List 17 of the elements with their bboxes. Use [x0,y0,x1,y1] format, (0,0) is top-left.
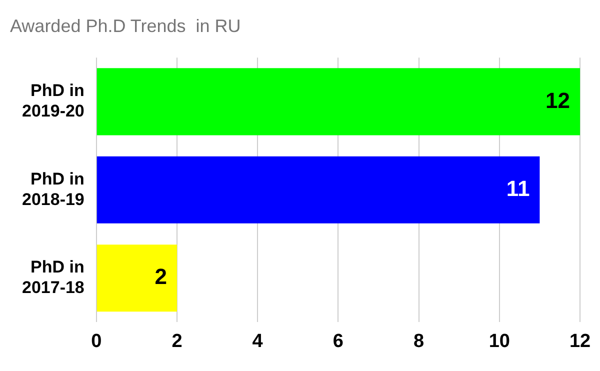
data-label: 12 [546,88,570,113]
data-label: 11 [506,176,530,201]
chart-title: Awarded Ph.D Trends in RU [10,16,241,36]
y-tick-label: PhD in 2018-19 [22,169,84,209]
x-tick-label: 4 [252,330,264,352]
bar [96,156,540,224]
bar [96,68,580,136]
y-tick-label: PhD in 2017-18 [22,258,84,297]
data-label: 2 [154,264,167,290]
x-tick-label: 6 [332,330,344,352]
x-tick-label: 0 [91,330,102,352]
x-tick-label: 2 [172,330,182,352]
x-tick-label: 8 [414,330,424,352]
y-tick-label: PhD in 2019-20 [22,81,84,121]
x-tick-label: 12 [569,330,591,352]
bar [96,244,177,312]
x-tick-label: 10 [488,330,510,352]
